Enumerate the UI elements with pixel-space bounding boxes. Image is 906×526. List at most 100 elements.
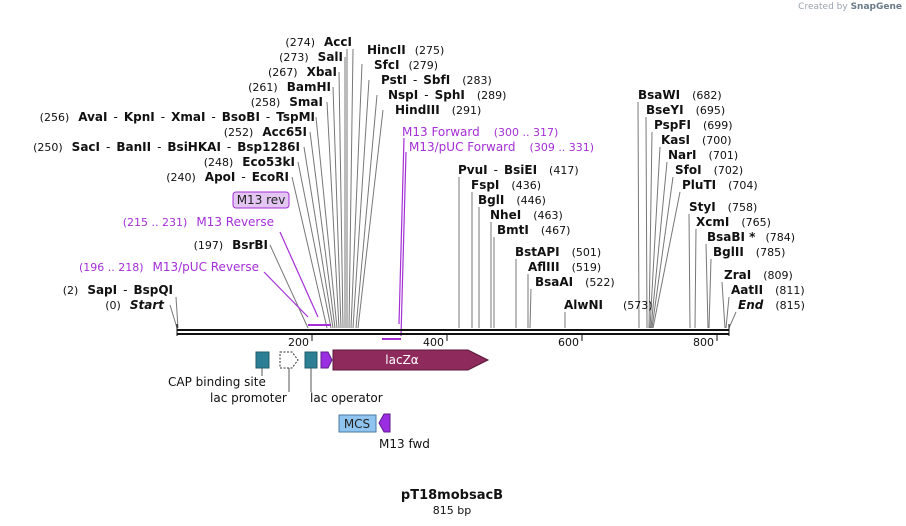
site-bglII[interactable]: BglII (785) — [713, 245, 785, 259]
tick-label-400: 400 — [423, 336, 444, 349]
site-sapI-group[interactable]: (2) SapI - BspQI — [63, 283, 173, 297]
feature-m13-rev-arrow[interactable] — [320, 351, 333, 369]
enzyme-name: BsiEI — [504, 163, 537, 177]
feature-lacz-alpha[interactable] — [332, 349, 490, 371]
site-pos: (815) — [775, 299, 805, 312]
feature-cap-binding-site[interactable] — [255, 351, 270, 369]
site-line-xbai — [338, 71, 344, 329]
site-bmtI[interactable]: BmtI (467) — [497, 223, 570, 237]
site-hindIII[interactable]: HindIII (291) — [395, 103, 481, 117]
features: lacZα CAP binding site lac promoter lac … — [168, 349, 490, 451]
site-pspFI[interactable]: PspFI (699) — [654, 118, 733, 132]
site-fspI[interactable]: FspI (436) — [471, 178, 541, 192]
site-eco53kI[interactable]: (248) Eco53kI — [204, 155, 295, 169]
site-bsrBI[interactable]: (197) BsrBI — [194, 238, 268, 252]
site-pos: (291) — [452, 104, 482, 117]
primer-m13puc-reverse[interactable]: (196 .. 218) M13/pUC Reverse — [79, 260, 259, 274]
site-line-bsaai — [529, 288, 532, 329]
site-pstI-group[interactable]: PstI - SbfI (283) — [381, 73, 492, 87]
site-bstAPI[interactable]: BstAPI (501) — [515, 245, 601, 259]
site-bsaAI[interactable]: BsaAI (522) — [535, 275, 615, 289]
enzyme-name: KpnI — [124, 110, 155, 124]
site-ecoRI-group[interactable]: (240) ApoI - EcoRI — [166, 170, 289, 184]
enzyme-name: BanII — [116, 140, 151, 154]
site-line-hincii — [348, 48, 354, 329]
site-xcmI[interactable]: XcmI (765) — [696, 215, 771, 229]
site-pos: (695) — [696, 104, 726, 117]
site-lines — [169, 48, 737, 329]
site-hincII[interactable]: HincII (275) — [367, 43, 444, 57]
site-pos: (258) — [251, 96, 281, 109]
site-pos: (463) — [533, 209, 563, 222]
enzyme-name: BsaWI — [638, 88, 680, 102]
site-acc65I[interactable]: (252) Acc65I — [224, 125, 307, 139]
primer-range: (309 .. 331) — [530, 141, 595, 154]
primer-m13-forward[interactable]: M13 Forward (300 .. 317) — [402, 125, 558, 139]
enzyme-name: SphI — [435, 88, 465, 102]
site-xbaI[interactable]: (267) XbaI — [268, 65, 337, 79]
site-line-acc65i — [309, 131, 336, 329]
enzyme-name: BstAPI — [515, 245, 560, 259]
site-line-sfoi — [651, 176, 674, 329]
site-pos: (700) — [702, 134, 732, 147]
site-smaI[interactable]: (258) SmaI — [251, 95, 323, 109]
enzyme-name: BspQI — [133, 283, 173, 297]
enzyme-name: BsiHKAI — [167, 140, 221, 154]
site-nspI-group[interactable]: NspI - SphI (289) — [388, 88, 506, 102]
right-enzyme-labels: BsaWI (682) BseYI (695) PspFI (699) KasI (70… — [638, 88, 805, 312]
enzyme-name: Bsp1286I — [237, 140, 300, 154]
site-bamHI[interactable]: (261) BamHI — [248, 80, 331, 94]
site-pos: (274) — [285, 36, 315, 49]
feature-mcs[interactable] — [338, 414, 377, 433]
site-aatII[interactable]: AatII (811) — [731, 283, 805, 297]
enzyme-name: SfoI — [675, 163, 702, 177]
middle-enzyme-labels: HincII (275) SfcI (279) PstI - SbfI (283) Nsp… — [367, 43, 653, 312]
primer-m13puc-forward[interactable]: M13/pUC Forward (309 .. 331) — [409, 140, 594, 154]
site-narI[interactable]: NarI (701) — [668, 148, 738, 162]
site-aflIII[interactable]: AflIII (519) — [528, 260, 601, 274]
primer-m13-reverse[interactable]: (215 .. 231) M13 Reverse — [123, 215, 274, 229]
site-salI[interactable]: (273) SalI — [279, 50, 343, 64]
feature-lac-promoter[interactable] — [279, 351, 299, 369]
site-pvuI-group[interactable]: PvuI - BsiEI (417) — [458, 163, 579, 177]
tick-label-800: 800 — [693, 336, 714, 349]
site-line-bglii — [708, 258, 712, 329]
site-avaI-group[interactable]: (256) AvaI - KpnI - XmaI - BsoBI - TspMI — [40, 110, 315, 124]
site-kasI[interactable]: KasI (700) — [661, 133, 732, 147]
site-sfcI[interactable]: SfcI (279) — [374, 58, 438, 72]
site-alwNI[interactable]: AlwNI (573) — [564, 298, 653, 312]
site-end[interactable]: End (815) — [738, 298, 805, 312]
site-accI[interactable]: (274) AccI — [285, 35, 352, 49]
site-styI[interactable]: StyI (758) — [689, 200, 757, 214]
site-nheI[interactable]: NheI (463) — [490, 208, 563, 222]
backbone-strand-bottom — [177, 333, 729, 335]
enzyme-name: SacI — [72, 140, 100, 154]
enzyme-name: AlwNI — [564, 298, 603, 312]
feature-lac-operator[interactable] — [304, 351, 318, 369]
site-line-hindiii — [357, 109, 384, 329]
primer-name: M13/pUC Forward — [409, 140, 516, 154]
enzyme-name: ZraI — [724, 268, 751, 282]
site-pos: (501) — [572, 246, 602, 259]
site-bseYI[interactable]: BseYI (695) — [646, 103, 725, 117]
primer-m13-rev-box[interactable] — [232, 191, 290, 209]
site-bsaBI[interactable]: BsaBI * (784) — [707, 230, 795, 244]
feature-label-mcs: MCS — [344, 417, 370, 431]
snapgene-credit: Created by SnapGene — [798, 2, 902, 12]
tick-label-600: 600 — [558, 336, 579, 349]
feature-m13-fwd-arrow[interactable] — [378, 413, 391, 433]
primer-range: (196 .. 218) — [79, 261, 144, 274]
site-zraI[interactable]: ZraI (809) — [724, 268, 793, 282]
enzyme-name: KasI — [661, 133, 690, 147]
backbone — [176, 324, 730, 336]
site-bsaWI[interactable]: BsaWI (682) — [638, 88, 722, 102]
site-pluTI[interactable]: PluTI (704) — [682, 178, 758, 192]
enzyme-name: Start — [130, 298, 165, 312]
site-start[interactable]: (0) Start — [105, 298, 165, 312]
site-sfoI[interactable]: SfoI (702) — [675, 163, 743, 177]
site-bglI[interactable]: BglI (446) — [478, 193, 546, 207]
enzyme-name: End — [738, 298, 764, 312]
site-sacI-group[interactable]: (250) SacI - BanII - BsiHKAI - Bsp1286I — [33, 140, 300, 154]
primer-name: M13 Reverse — [196, 215, 274, 229]
enzyme-name: AccI — [324, 35, 352, 49]
